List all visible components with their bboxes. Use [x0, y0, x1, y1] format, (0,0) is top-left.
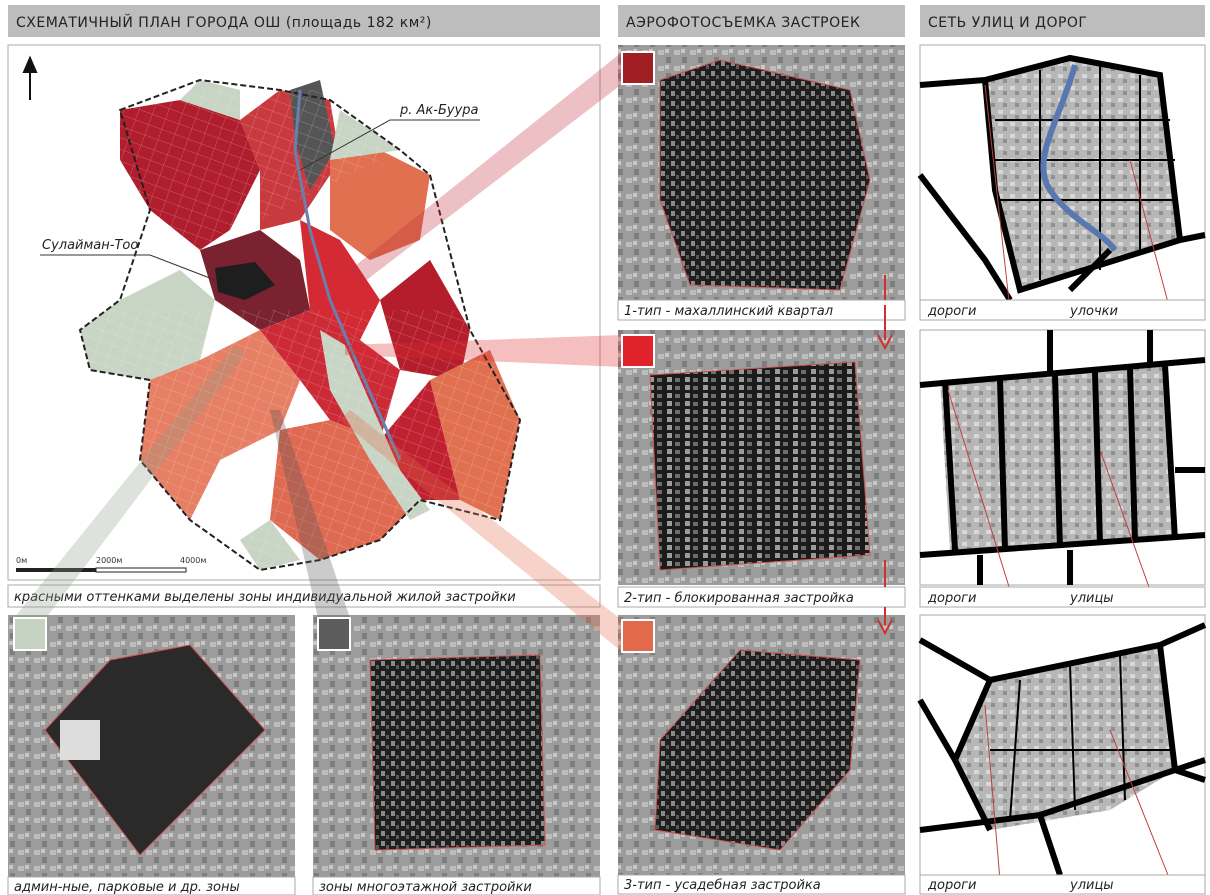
road-caption: дороги: [927, 304, 976, 319]
suleiman-too: [215, 262, 275, 300]
street-caption: улицы: [1069, 591, 1114, 606]
aerial-caption: 1-тип - махаллинский квартал: [624, 304, 833, 319]
street-column: дороги улочки дороги улицы дороги улицы: [917, 44, 1207, 895]
aerial-caption: 3-тип - усадебная застройка: [624, 878, 821, 893]
city-boundary: [78, 78, 522, 572]
other-zones: админ-ные, парковые и др. зоны зоны мног…: [7, 615, 601, 895]
road-caption: дороги: [927, 591, 976, 606]
street: [995, 65, 1178, 280]
city-map: р. Ак-Буура Сулайман-Тоо 0м 2000м 4000м: [7, 44, 601, 581]
road: [917, 622, 1207, 876]
caption-box: [617, 874, 906, 895]
headers: СХЕМАТИЧНЫЙ ПЛАН ГОРОДА ОШ (площадь 182 …: [8, 5, 1205, 37]
header-bar: [618, 5, 905, 37]
swatch: [13, 617, 47, 651]
aerial-caption: 2-тип - блокированная застройка: [624, 591, 854, 606]
scale-bar: 0м 2000м 4000м: [16, 556, 206, 573]
beam: [340, 410, 622, 652]
map-caption: красными оттенками выделены зоны индивид…: [14, 590, 516, 605]
pointer: [984, 84, 1171, 311]
street-texture: [80, 90, 520, 570]
swatch: [621, 619, 655, 653]
beam: [270, 410, 350, 618]
mountain-label: Сулайман-Тоо: [42, 238, 138, 253]
river: [1040, 64, 1118, 252]
caption-box: [7, 584, 601, 608]
building: [60, 720, 100, 760]
pointer: [984, 704, 1171, 881]
block-outline: [659, 59, 871, 291]
zone-caption: зоны многоэтажной застройки: [319, 880, 532, 895]
leader-line: [299, 119, 480, 171]
river-label: р. Ак-Буура: [399, 103, 479, 118]
caption-box: [919, 874, 1206, 895]
swatch: [621, 51, 655, 85]
scale-label: 0м: [16, 556, 27, 565]
connectors: [14, 52, 622, 652]
district: [330, 150, 430, 260]
street: [990, 654, 1170, 821]
pointer: [947, 389, 1151, 591]
block-area: [955, 645, 1175, 830]
block-area: [985, 58, 1180, 290]
beam: [14, 345, 245, 618]
beam: [345, 335, 622, 367]
road-caption: дороги: [927, 878, 976, 893]
leader-line: [40, 254, 216, 281]
block-outline: [369, 654, 546, 851]
streets-title: СЕТЬ УЛИЦ И ДОРОГ: [928, 15, 1087, 31]
block-outline: [649, 361, 871, 571]
caption-box: [919, 299, 1206, 321]
arrow: [877, 560, 893, 636]
scale-label: 2000м: [96, 556, 122, 565]
street-caption: улицы: [1069, 878, 1114, 893]
road: [919, 330, 1206, 585]
aerial-title: АЭРОФОТОСЪЕМКА ЗАСТРОЕК: [626, 15, 860, 31]
aerial-column: 1-тип - махаллинский квартал 2-тип - бло…: [617, 45, 906, 895]
block-outline: [44, 644, 266, 856]
scale-label: 4000м: [180, 556, 206, 565]
caption-box: [919, 586, 1206, 608]
swatch: [317, 617, 351, 651]
caption-box: [617, 299, 906, 321]
header-bar: [8, 5, 600, 37]
swatch: [621, 334, 655, 368]
north-arrow: [22, 55, 38, 100]
swatches: [13, 51, 655, 653]
arrow: [877, 275, 893, 351]
caption-box: [617, 586, 906, 608]
districts: [78, 78, 522, 572]
zone-caption: админ-ные, парковые и др. зоны: [14, 880, 240, 895]
caption-box: [312, 876, 601, 895]
block-outline: [654, 649, 861, 851]
street-caption: улочки: [1069, 304, 1118, 319]
caption-box: [7, 876, 296, 895]
river: [293, 89, 402, 461]
map-title: СХЕМАТИЧНЫЙ ПЛАН ГОРОДА ОШ (площадь 182 …: [16, 13, 432, 31]
header-bar: [920, 5, 1205, 37]
road: [917, 54, 1206, 302]
beam: [350, 52, 622, 285]
